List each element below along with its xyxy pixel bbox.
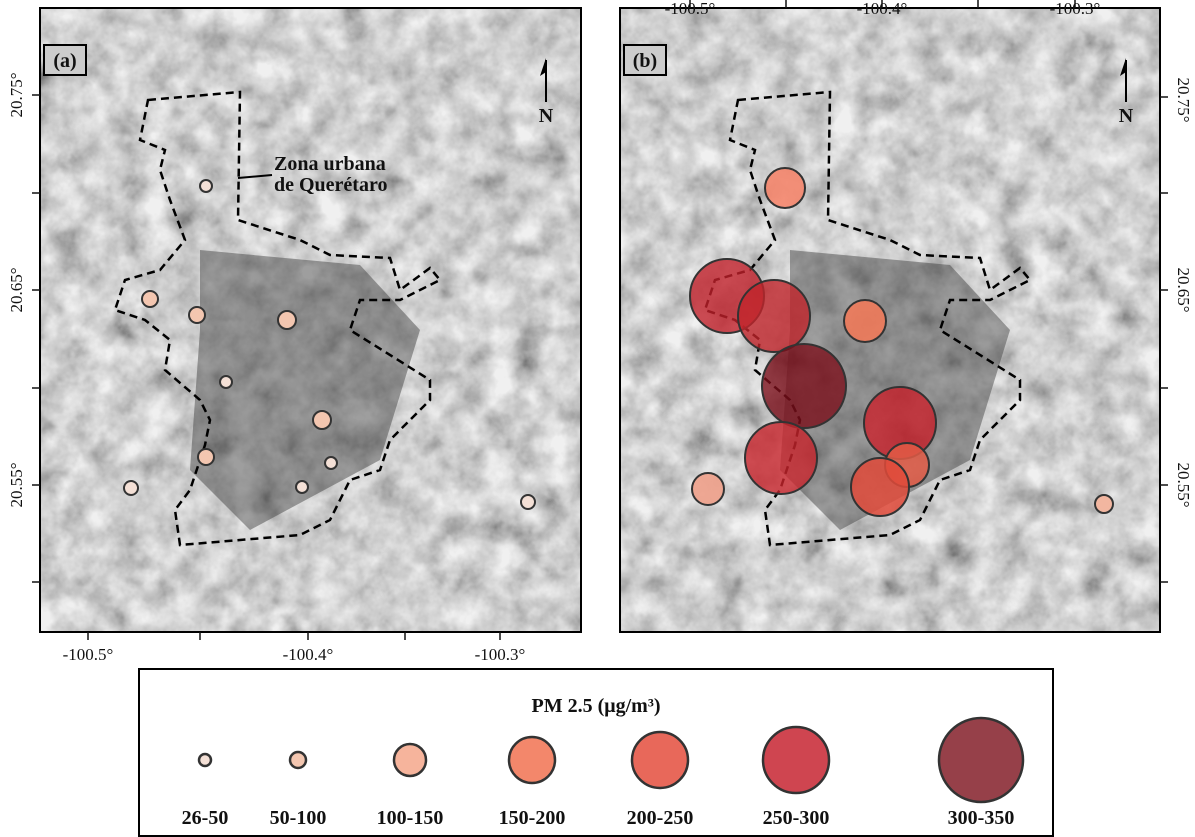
- legend-label: 200-250: [627, 807, 694, 829]
- panel-label: (b): [633, 50, 657, 72]
- annotation: de Querétaro: [274, 174, 388, 196]
- x-tick-label: -100.4°: [283, 645, 334, 664]
- page: (a) N Zona urbana de Querétaro -100.5° -…: [0, 0, 1195, 837]
- y-tick-label: 20.65°: [1174, 267, 1193, 312]
- y-tick-label: 20.55°: [1174, 462, 1193, 507]
- legend-title: PM 2.5 (μg/m³): [532, 695, 661, 717]
- legend-label: 50-100: [270, 807, 327, 829]
- panel-label: (a): [53, 50, 76, 72]
- figure: (a) N Zona urbana de Querétaro -100.5° -…: [0, 0, 1195, 837]
- legend-label: 300-350: [948, 807, 1015, 829]
- legend-label: 100-150: [377, 807, 444, 829]
- x-tick-label: -100.4°: [857, 0, 908, 18]
- y-tick-label: 20.75°: [7, 72, 26, 117]
- x-tick-label: -100.3°: [1050, 0, 1101, 18]
- north-label: N: [539, 105, 554, 127]
- y-tick-label: 20.65°: [7, 267, 26, 312]
- legend-label: 150-200: [499, 807, 566, 829]
- north-label: N: [1119, 105, 1134, 127]
- annotation: Zona urbana: [274, 153, 386, 175]
- x-tick-label: -100.3°: [475, 645, 526, 664]
- y-tick-label: 20.75°: [1174, 77, 1193, 122]
- map-a: [40, 8, 581, 632]
- legend-label: 250-300: [763, 807, 830, 829]
- x-tick-label: -100.5°: [665, 0, 716, 18]
- legend-label: 26-50: [182, 807, 229, 829]
- y-tick-label: 20.55°: [7, 462, 26, 507]
- x-tick-label: -100.5°: [63, 645, 114, 664]
